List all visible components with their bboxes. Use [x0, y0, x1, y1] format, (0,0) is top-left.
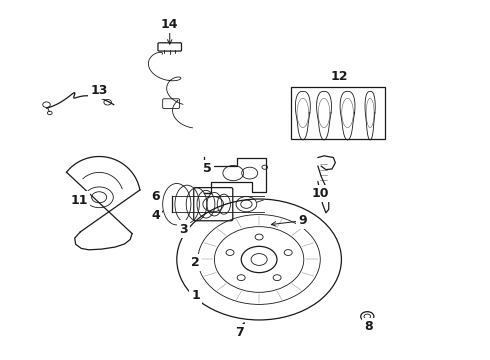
Text: 5: 5 — [203, 162, 212, 175]
Text: 11: 11 — [71, 194, 88, 207]
Text: 10: 10 — [312, 187, 329, 200]
Text: 6: 6 — [151, 190, 160, 203]
Text: 12: 12 — [330, 70, 348, 83]
Text: 2: 2 — [191, 256, 200, 269]
Text: 1: 1 — [191, 289, 200, 302]
Text: 13: 13 — [91, 84, 108, 97]
Text: 7: 7 — [235, 326, 244, 339]
Text: 4: 4 — [151, 209, 160, 222]
Text: 14: 14 — [161, 18, 178, 31]
Text: 9: 9 — [298, 214, 307, 227]
Text: 3: 3 — [179, 222, 188, 235]
Bar — [291, 87, 385, 139]
Text: 8: 8 — [364, 320, 372, 333]
